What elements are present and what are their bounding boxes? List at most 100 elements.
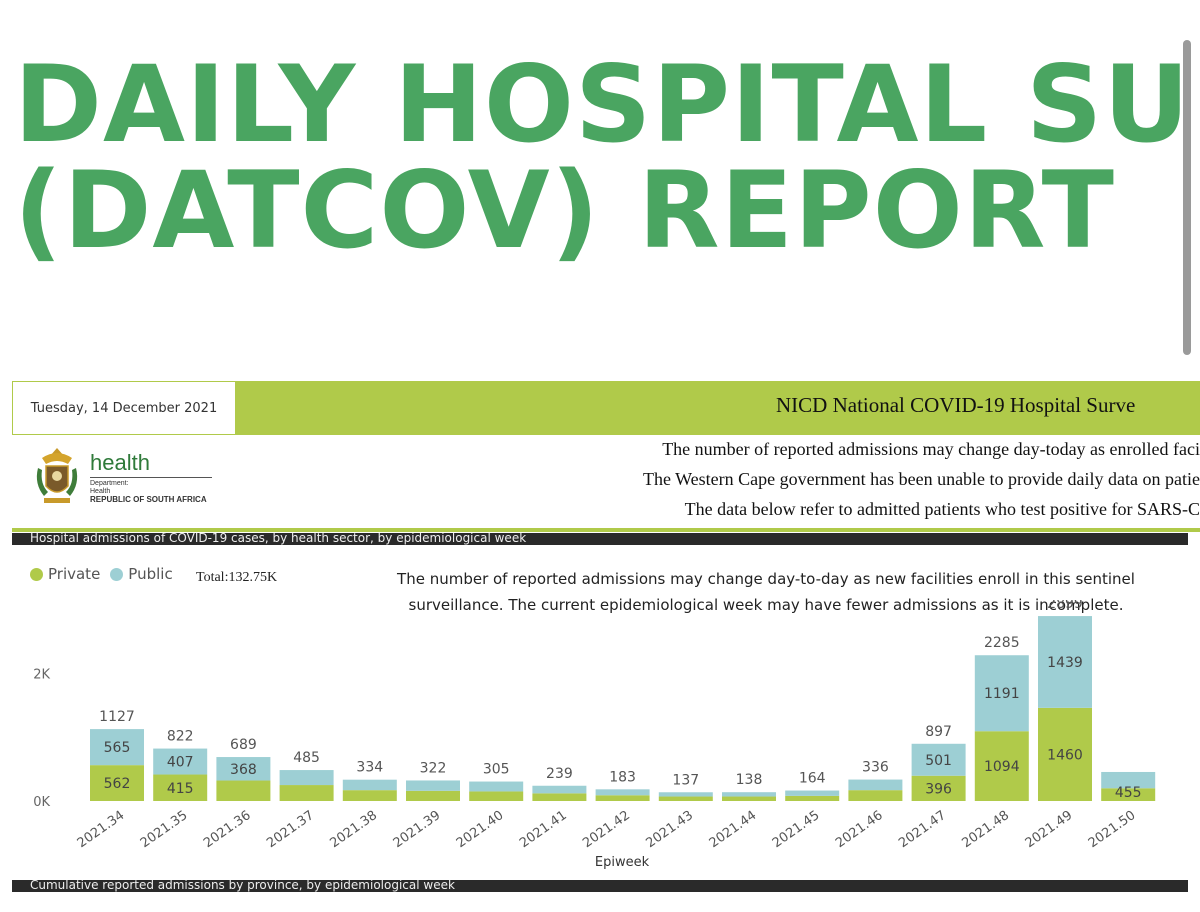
- legend-label: Private: [48, 565, 101, 583]
- bar-private: [911, 775, 966, 801]
- data-label-total: 183: [609, 769, 636, 785]
- x-tick-label: 2021.47: [896, 808, 949, 851]
- data-label-total: 485: [293, 750, 320, 766]
- data-label-total: 336: [862, 760, 889, 776]
- data-label-public: 1439: [1047, 655, 1083, 671]
- bar-private: [1101, 788, 1156, 801]
- x-tick-label: 2021.46: [833, 808, 886, 851]
- bar-private: [342, 790, 397, 801]
- bar-public: [1038, 616, 1092, 708]
- logo-department-name: Health: [90, 488, 111, 495]
- bar-public: [342, 779, 397, 791]
- data-label-public: 565: [104, 740, 131, 756]
- legend-dot-icon: [30, 567, 43, 581]
- report-note: The data below refer to admitted patient…: [684, 499, 1200, 519]
- page-title-line-1: DAILY HOSPITAL SU: [14, 43, 1191, 166]
- bar-public: [658, 792, 713, 797]
- x-tick-label: 2021.35: [138, 808, 191, 851]
- x-tick-label: 2021.41: [517, 808, 570, 851]
- data-label-private: 415: [167, 781, 194, 797]
- x-tick-label: 2021.45: [770, 808, 823, 851]
- bar-public: [406, 780, 460, 791]
- page-title-line-2: (DATCOV) REPORT: [14, 149, 1115, 272]
- bar-private: [1038, 707, 1092, 801]
- bar-public: [911, 743, 966, 776]
- data-label-total: 1127: [99, 709, 135, 725]
- bar-private: [722, 796, 776, 801]
- data-label-total: 239: [546, 766, 573, 782]
- data-label-total: 137: [672, 772, 699, 788]
- bar-private: [279, 785, 334, 801]
- x-tick-label: 2021.43: [643, 808, 696, 851]
- logo-divider: [90, 477, 212, 478]
- bar-public: [216, 757, 271, 781]
- legend-item-public[interactable]: Public: [110, 565, 173, 583]
- x-tick-label: 2021.49: [1023, 808, 1076, 851]
- x-tick-label: 2021.38: [327, 808, 380, 851]
- bar-private: [469, 791, 524, 801]
- data-label-public: 368: [230, 762, 257, 778]
- x-tick-label: 2021.37: [264, 808, 317, 851]
- legend-item-private[interactable]: Private: [30, 565, 100, 583]
- bar-public: [279, 770, 334, 786]
- data-label-total: 689: [230, 737, 257, 753]
- health-department-logo: health Department: Health REPUBLIC OF SO…: [32, 444, 222, 514]
- x-tick-label: 2021.44: [707, 808, 760, 851]
- bar-public: [848, 779, 903, 791]
- bar-private: [153, 774, 208, 801]
- bar-public: [722, 792, 776, 797]
- bar-private: [848, 790, 903, 801]
- section-title: Hospital admissions of COVID-19 cases, b…: [30, 533, 527, 545]
- x-axis-title: Epiweek: [595, 855, 650, 870]
- bar-private: [595, 795, 650, 801]
- x-tick-label: 2021.34: [75, 808, 128, 851]
- chart-note: The number of reported admissions may ch…: [397, 570, 1135, 614]
- report-note: The number of reported admissions may ch…: [662, 439, 1200, 459]
- data-label-total: 2285: [984, 635, 1020, 651]
- data-label-private: 396: [925, 781, 952, 797]
- section-header-cumulative: Cumulative reported admissions by provin…: [12, 880, 1188, 892]
- bar-public: [469, 781, 524, 792]
- bar-private: [785, 795, 840, 801]
- bar-private: [406, 790, 460, 801]
- vertical-scrollbar[interactable]: [1183, 40, 1191, 355]
- section-title: Cumulative reported admissions by provin…: [30, 880, 455, 892]
- bar-private: [216, 780, 271, 801]
- logo-country: REPUBLIC OF SOUTH AFRICA: [90, 495, 207, 504]
- x-tick-label: 2021.48: [959, 808, 1012, 851]
- report-date: Tuesday, 14 December 2021: [12, 381, 236, 435]
- x-tick-label: 2021.39: [391, 808, 444, 851]
- data-label-total: 897: [925, 724, 952, 740]
- bar-public: [1101, 771, 1156, 789]
- x-tick-label: 2021.36: [201, 808, 254, 851]
- admissions-bar-chart: 0K 2K 562 565 1127 2021.34 415 407 822 2021.35 368…: [33, 600, 1156, 870]
- data-label-total: 305: [483, 762, 510, 778]
- chart-legend: Private Public: [30, 565, 183, 583]
- logo-department-label: Department:: [90, 480, 129, 487]
- bar-private: [90, 765, 144, 801]
- bar-public: [974, 655, 1029, 732]
- data-label-public: 1191: [984, 686, 1020, 702]
- bar-public: [90, 729, 144, 766]
- data-label-total: 2899: [1047, 600, 1083, 612]
- bar-public: [532, 785, 587, 794]
- x-tick-label: 2021.40: [454, 808, 507, 851]
- bar-private: [974, 731, 1029, 801]
- total-admissions: Total:132.75K: [196, 570, 278, 585]
- coat-of-arms-icon: [36, 448, 78, 503]
- data-label-public: 501: [925, 753, 952, 769]
- data-label-private: 562: [104, 776, 131, 792]
- data-label-private: 1460: [1047, 747, 1083, 763]
- section-divider: [12, 528, 1200, 532]
- report-note: The Western Cape government has been una…: [642, 469, 1200, 489]
- logo-wordmark: health: [90, 450, 150, 475]
- bar-private: [532, 793, 587, 801]
- x-tick-label: 2021.42: [580, 808, 633, 851]
- bar-private: [658, 796, 713, 801]
- data-label-total: 138: [736, 772, 763, 788]
- legend-dot-icon: [110, 567, 124, 581]
- y-tick-label: 0K: [33, 795, 50, 810]
- bar-public: [785, 790, 840, 796]
- section-header-admissions: Hospital admissions of COVID-19 cases, b…: [12, 533, 1188, 545]
- data-label-total: 322: [420, 760, 447, 776]
